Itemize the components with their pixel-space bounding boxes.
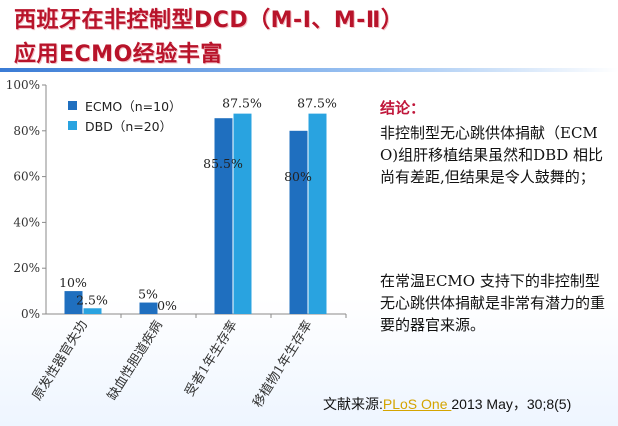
x-category-label: 移植物1年生存率: [250, 318, 316, 411]
data-label: 10%: [59, 275, 87, 290]
y-tick-label: 100%: [6, 80, 40, 92]
legend-item-dbd: DBD（n=20）: [68, 116, 172, 135]
bar-ecmo-0: [64, 291, 83, 314]
x-axis-labels: 原发性器官失功 缺血性胆道疾病 受者1年生存率 移植物1年生存率: [29, 314, 347, 411]
legend-item-ecmo: ECMO（n=10）: [68, 96, 182, 115]
bar-ecmo-3: [289, 130, 308, 314]
bar-ecmo-1: [139, 302, 158, 314]
data-label: 87.5%: [297, 96, 337, 111]
slide-title-line-1: 西班牙在非控制型DCD（M-Ⅰ、M-Ⅱ）: [14, 8, 404, 33]
source-citation: 文献来源:PLoS One 2013 May，30;8(5): [323, 394, 571, 414]
y-axis-ticks: 0% 20% 40% 60% 80% 100%: [6, 80, 46, 321]
y-tick-label: 40%: [13, 215, 40, 229]
bar-dbd-0: [83, 308, 102, 314]
source-prefix: 文献来源:: [323, 396, 383, 412]
citation-details: 2013 May，30;8(5): [451, 396, 572, 412]
conclusion-paragraph-2: 在常温ECMO 支持下的非控制型无心跳供体捐献是非常有潜力的重要的器官来源。: [380, 272, 606, 334]
data-label: 2.5%: [76, 292, 108, 307]
legend-label-dbd: DBD（n=20）: [85, 119, 173, 134]
x-category-label: 原发性器官失功: [29, 318, 91, 404]
y-tick-label: 0%: [21, 307, 40, 321]
legend-swatch-dbd: [68, 121, 77, 130]
x-category-label: 缺血性胆道疾病: [105, 318, 166, 403]
chart-bars: [64, 113, 327, 314]
slide-title-line-2: 应用ECMO经验丰富: [14, 42, 223, 67]
x-category-label: 受者1年生存率: [182, 318, 241, 400]
data-label: 85.5%: [203, 156, 243, 171]
conclusion-paragraph-1: 非控制型无心跳供体捐献（ECMO)组肝移植结果虽然和DBD 相比尚有差距,但结果…: [380, 124, 603, 186]
legend-label-ecmo: ECMO（n=10）: [85, 99, 182, 114]
data-labels: 10% 2.5% 5%0% 85.5% 87.5% 80% 87.5%: [59, 96, 337, 313]
journal-link[interactable]: PLoS One: [382, 396, 452, 412]
bar-ecmo-2: [214, 118, 233, 314]
data-label: 87.5%: [222, 96, 262, 111]
y-tick-label: 80%: [13, 124, 40, 138]
y-tick-label: 20%: [13, 261, 40, 275]
data-label: 0%: [157, 298, 177, 313]
title-divider: [0, 68, 618, 72]
conclusion-heading: 结论：: [380, 99, 426, 117]
data-label: 5%: [138, 287, 158, 302]
bar-dbd-2: [233, 113, 252, 314]
legend-swatch-ecmo: [68, 101, 77, 110]
y-tick-label: 60%: [13, 170, 40, 184]
bar-dbd-3: [308, 113, 327, 314]
bar-chart: 0%20%40%60%80%100% 10%2.5% 5%0%85.5%87.5%…: [6, 80, 347, 411]
data-label: 80%: [284, 169, 312, 184]
